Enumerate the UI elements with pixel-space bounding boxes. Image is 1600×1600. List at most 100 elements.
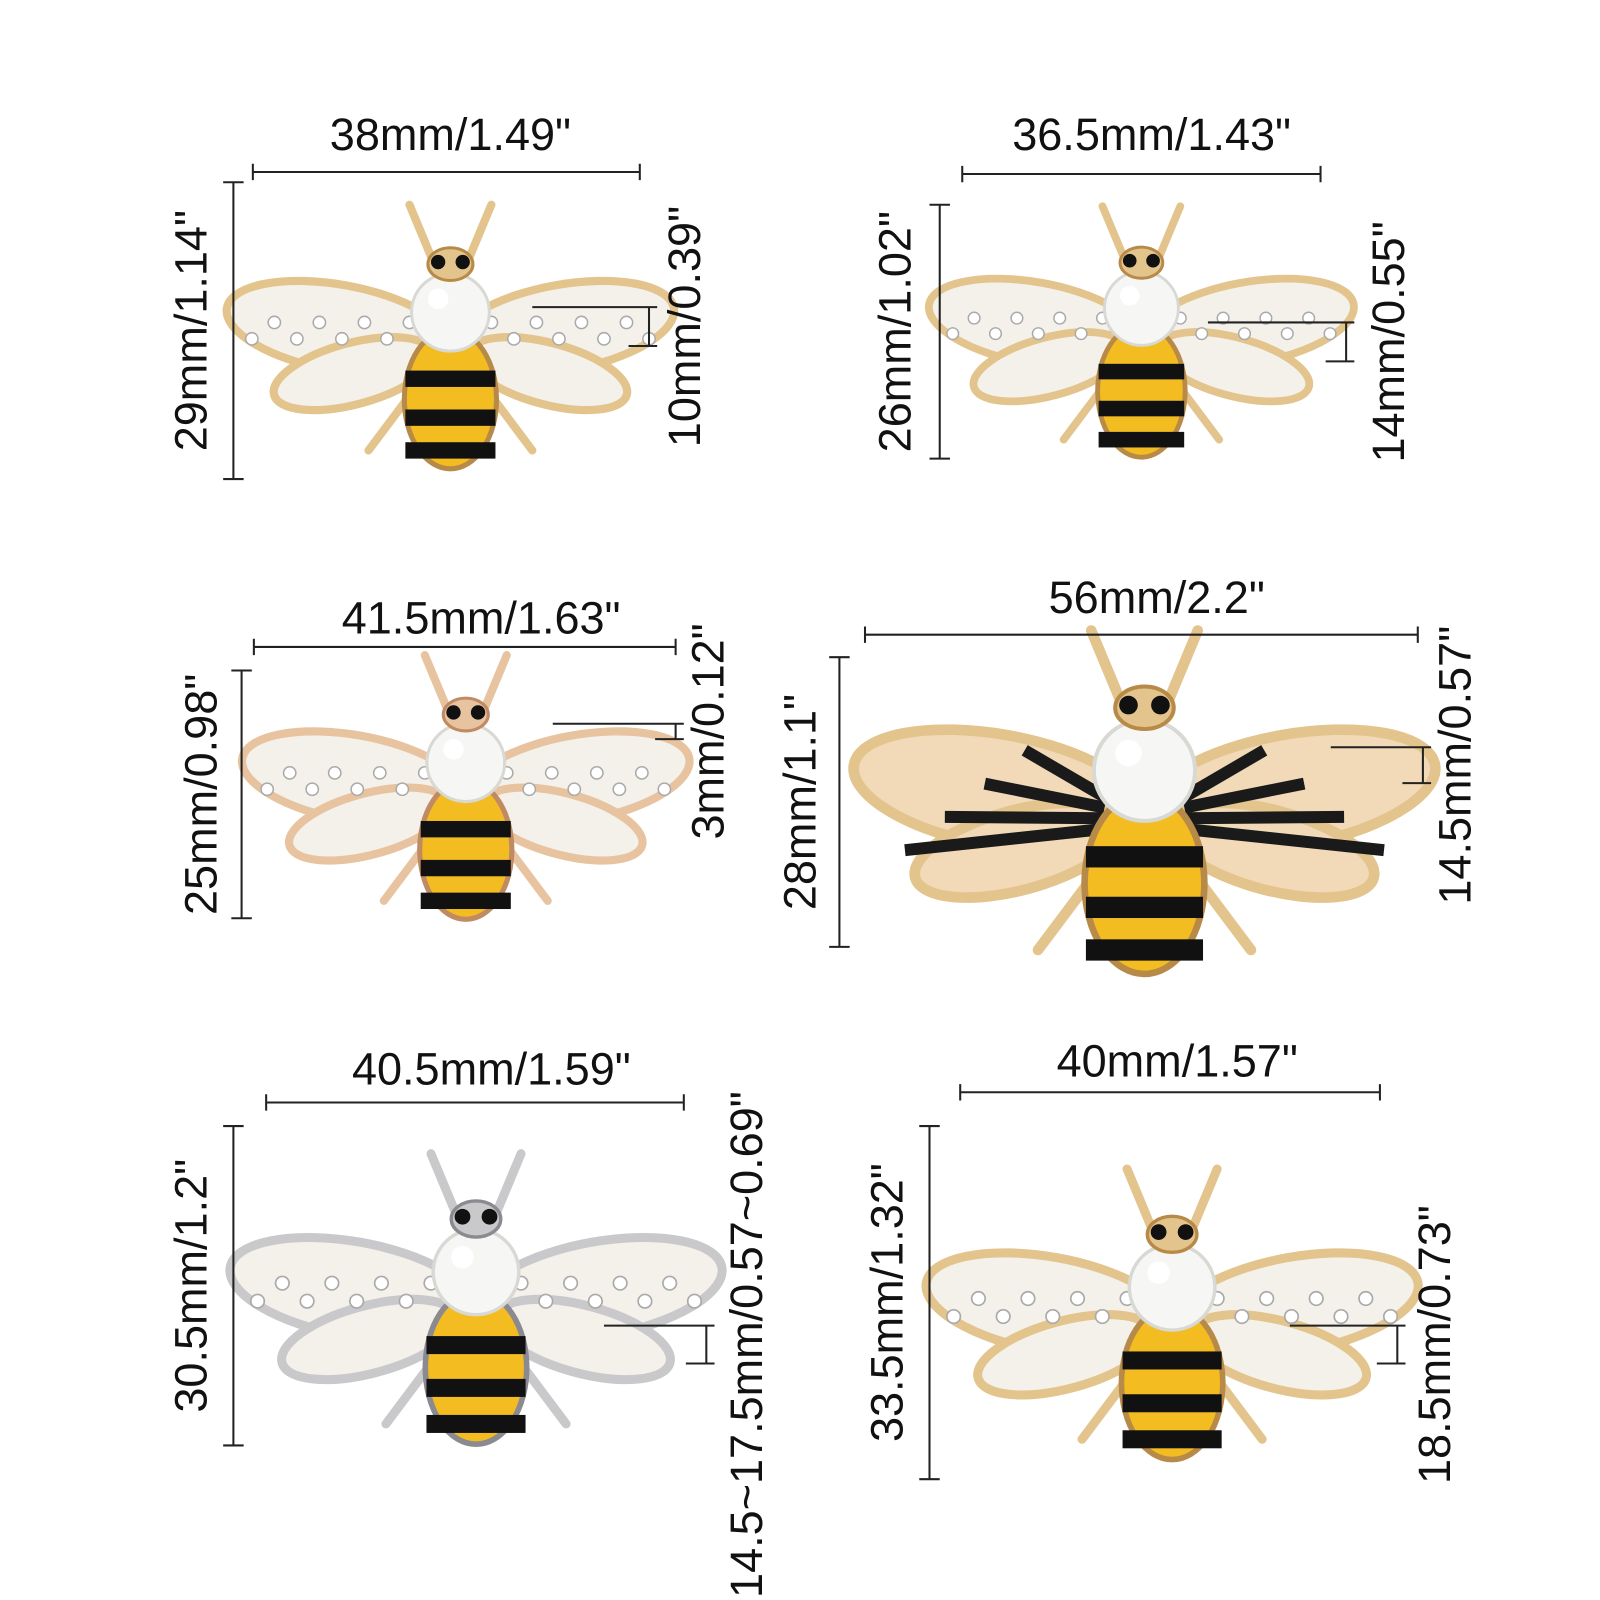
rhinestone [1259, 311, 1273, 325]
rhinestone [260, 782, 275, 797]
eye [470, 705, 486, 720]
abdomen-stripe [1122, 1394, 1222, 1413]
rhinestone [1020, 1290, 1036, 1307]
rhinestone [357, 315, 372, 330]
abdomen-stripe [420, 859, 511, 877]
rhinestone [619, 315, 634, 330]
rhinestone [538, 1293, 554, 1309]
rhinestone [1031, 327, 1045, 341]
rhinestone [597, 331, 611, 346]
pin-dimension-line [532, 306, 658, 348]
abdomen-stripe [426, 1378, 526, 1397]
wing-vein [1021, 745, 1108, 803]
height-label: 25mm/0.98" [176, 674, 227, 915]
width-label: 40mm/1.57" [1057, 1036, 1298, 1087]
rhinestone [398, 1293, 414, 1309]
width-label: 38mm/1.49" [330, 109, 571, 160]
product-item: 40.5mm/1.59" 30.5mm/1.2" 14.5~17.5mm/0.57~… [165, 1044, 772, 1598]
bee-body [1081, 684, 1208, 978]
rhinestone [967, 311, 981, 325]
rhinestone [1382, 1308, 1399, 1325]
rhinestone [1069, 1290, 1086, 1307]
rhinestone [522, 782, 537, 797]
abdomen-stripe [420, 892, 511, 910]
rhinestone [1283, 1308, 1300, 1325]
abdomen-stripe [405, 442, 496, 459]
abdomen-stripe [1122, 1351, 1222, 1370]
rhinestone [662, 1275, 678, 1291]
pearl-shine [1120, 286, 1140, 306]
rhinestone [544, 765, 559, 780]
eye [446, 705, 461, 720]
rhinestone [529, 315, 544, 330]
wing-vein [904, 822, 1106, 857]
rhinestone [946, 327, 960, 341]
rhinestone [1323, 327, 1337, 341]
pin-dimension-line [1330, 746, 1432, 785]
pin-length-label: 14.5mm/0.57" [1430, 626, 1481, 905]
thorax-pearl [431, 1227, 521, 1317]
pin-length-label: 18.5mm/0.73" [1409, 1205, 1460, 1484]
pin-length-label: 10mm/0.39" [659, 206, 710, 447]
pearl-shine [1115, 739, 1142, 767]
rhinestone [562, 1275, 579, 1291]
eye [1150, 1224, 1167, 1240]
pin-dimension-line [603, 1324, 715, 1365]
product-item: 38mm/1.49" 29mm/1.14" 10mm/0.39" [165, 109, 710, 481]
wing-vein [1181, 745, 1268, 803]
rhinestone [1302, 311, 1316, 325]
bee-body [1118, 1214, 1226, 1463]
rhinestone [373, 1275, 390, 1291]
rhinestone [327, 765, 342, 780]
rhinestone [289, 331, 304, 346]
pearl-shine [1147, 1261, 1170, 1284]
rhinestone [299, 1293, 315, 1309]
rhinestone [634, 765, 649, 780]
bee-body [1095, 245, 1188, 460]
rhinestone [1234, 1308, 1250, 1325]
rhinestone [1045, 1308, 1061, 1325]
product-item: 41.5mm/1.63" 25mm/0.98" 3mm/0.12" [176, 592, 733, 922]
rhinestone [589, 765, 604, 780]
height-dimension-line [919, 1125, 940, 1481]
pin-length-label: 3mm/0.12" [682, 623, 733, 839]
width-dimension-line [251, 163, 641, 181]
bee-illustration [848, 625, 1441, 978]
eye [1119, 695, 1138, 715]
height-label: 29mm/1.14" [165, 210, 216, 451]
abdomen-stripe [420, 820, 511, 838]
rhinestone [686, 1293, 703, 1309]
eye [1146, 253, 1160, 268]
width-dimension-line [863, 626, 1419, 643]
rhinestone [305, 782, 320, 797]
wing-vein [1183, 777, 1306, 814]
rhinestone [567, 782, 582, 797]
rhinestone [244, 331, 259, 346]
pin-dimension-line [552, 722, 684, 741]
thorax-pearl [1091, 717, 1198, 823]
wing-vein [983, 777, 1106, 814]
width-label: 41.5mm/1.63" [342, 592, 621, 643]
rhinestone [349, 1293, 365, 1309]
rhinestone [1094, 1308, 1110, 1325]
rhinestone [282, 765, 297, 780]
abdomen-stripe [405, 409, 496, 426]
rhinestone [1308, 1290, 1324, 1307]
rhinestone [1237, 327, 1252, 341]
wing-vein [1184, 810, 1345, 825]
width-label: 40.5mm/1.59" [352, 1044, 631, 1095]
rhinestone [334, 331, 349, 346]
width-dimension-line [252, 638, 677, 656]
bee-illustration [222, 200, 679, 472]
bee-illustration [921, 1164, 1423, 1463]
rhinestone [988, 327, 1003, 341]
pearl-shine [451, 1246, 474, 1269]
rhinestone [506, 331, 521, 346]
rhinestone [380, 331, 394, 346]
rhinestone [395, 782, 410, 797]
rhinestone [612, 782, 627, 797]
height-dimension-line [223, 1125, 244, 1447]
rhinestone [1358, 1290, 1374, 1307]
width-label: 56mm/2.2" [1049, 572, 1265, 623]
